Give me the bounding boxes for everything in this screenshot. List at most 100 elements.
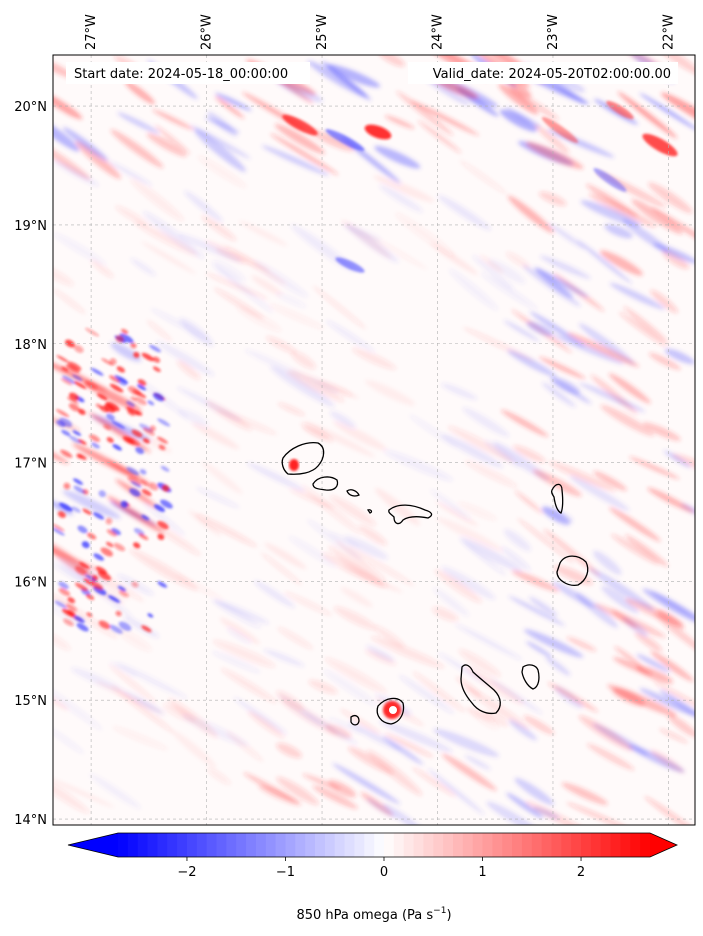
colorbar-segment xyxy=(472,833,484,857)
island-santiago xyxy=(460,664,501,715)
colorbar-segment xyxy=(137,833,149,857)
colorbar-segment xyxy=(216,833,227,857)
colorbar-segment xyxy=(275,833,287,857)
colorbar-segment xyxy=(600,833,612,857)
valid-date-label: Valid_date: 2024-05-20T02:00:00.00 xyxy=(433,67,671,82)
longitude-tick-labels: 27°W 26°W 25°W 24°W 23°W 22°W xyxy=(84,14,676,50)
colorbar-segment xyxy=(334,833,346,857)
island-maio xyxy=(521,664,540,690)
latitude-tick-label: 16°N xyxy=(14,575,47,590)
colorbar-segment xyxy=(157,833,168,857)
colorbar-segment xyxy=(521,833,533,857)
colorbar-tick-label: −1 xyxy=(276,865,295,880)
latitude-tick-label: 17°N xyxy=(14,457,47,472)
latitude-tick-label: 20°N xyxy=(14,100,47,115)
longitude-tick-label: 24°W xyxy=(431,14,446,50)
colorbar xyxy=(67,832,678,858)
colorbar-segment xyxy=(315,833,326,857)
colorbar-tick-label: −2 xyxy=(177,865,196,880)
colorbar-segment xyxy=(118,833,129,857)
colorbar-label: 850 hPa omega (Pa s−1) xyxy=(296,906,451,923)
colorbar-segment xyxy=(147,833,159,857)
island-brava xyxy=(350,714,360,726)
island-sao-nicolau xyxy=(388,504,433,525)
colorbar-segment xyxy=(630,833,641,857)
latitude-tick-label: 18°N xyxy=(14,338,47,353)
island-fogo xyxy=(376,697,405,725)
colorbar-segment xyxy=(492,833,503,857)
colorbar-segment xyxy=(620,833,631,857)
omega-field xyxy=(53,55,695,825)
colorbar-segment xyxy=(640,833,651,857)
island-sao-vicente xyxy=(312,476,339,491)
colorbar-segment xyxy=(236,833,247,857)
colorbar-segment xyxy=(551,833,562,857)
colorbar-min-extend xyxy=(68,833,118,857)
fogo-summit-shading xyxy=(289,459,401,719)
colorbar-segment xyxy=(581,833,592,857)
colorbar-segment xyxy=(167,833,178,857)
colorbar-segment xyxy=(610,833,622,857)
map-gridlines xyxy=(53,55,695,825)
colorbar-segment xyxy=(295,833,306,857)
colorbar-segment xyxy=(226,833,237,857)
colorbar-segment xyxy=(374,833,385,857)
colorbar-segment xyxy=(255,833,267,857)
colorbar-segment xyxy=(512,833,523,857)
island-santo-antao xyxy=(281,442,325,475)
colorbar-segment xyxy=(541,833,553,857)
colorbar-segment xyxy=(285,833,296,857)
colorbar-tick-label: 0 xyxy=(380,865,388,880)
latitude-tick-labels: 20°N 19°N 18°N 17°N 16°N 15°N 14°N xyxy=(14,100,47,828)
colorbar-segment xyxy=(246,833,257,857)
colorbar-segment xyxy=(482,833,493,857)
colorbar-segment xyxy=(590,833,602,857)
colorbar-segment xyxy=(462,833,474,857)
latitude-tick-label: 15°N xyxy=(14,694,47,709)
longitude-tick-label: 26°W xyxy=(200,14,215,50)
map-frame xyxy=(52,54,696,826)
colorbar-segment xyxy=(344,833,356,857)
colorbar-tick-label: 1 xyxy=(478,865,486,880)
colorbar-tick-label: 2 xyxy=(577,865,585,880)
valid-date-box xyxy=(408,62,678,84)
colorbar-segment xyxy=(452,833,464,857)
colorbar-max-extend xyxy=(650,833,677,857)
colorbar-segment xyxy=(433,833,444,857)
colorbar-segment xyxy=(423,833,434,857)
colorbar-segment xyxy=(305,833,316,857)
colorbar-segment xyxy=(206,833,218,857)
colorbar-segment xyxy=(177,833,188,857)
colorbar-segment xyxy=(324,833,336,857)
colorbar-ticks: −2 −1 0 1 2 xyxy=(177,857,585,880)
colorbar-segment xyxy=(393,833,405,857)
longitude-tick-label: 25°W xyxy=(315,14,330,50)
longitude-tick-label: 22°W xyxy=(661,14,676,50)
colorbar-segment xyxy=(354,833,365,857)
colorbar-segment xyxy=(571,833,582,857)
colorbar-segment xyxy=(196,833,208,857)
colorbar-outline xyxy=(67,832,678,858)
colorbar-segment xyxy=(561,833,572,857)
island-sal xyxy=(550,483,564,514)
longitude-tick-label: 27°W xyxy=(84,14,99,50)
longitude-tick-label: 23°W xyxy=(546,14,561,50)
colorbar-segment xyxy=(502,833,513,857)
start-date-box xyxy=(66,62,310,84)
start-date-label: Start date: 2024-05-18_00:00:00 xyxy=(74,67,288,82)
colorbar-segment xyxy=(443,833,454,857)
latitude-tick-label: 19°N xyxy=(14,219,47,234)
colorbar-segment xyxy=(364,833,375,857)
colorbar-segment xyxy=(127,833,139,857)
island-boa-vista xyxy=(556,555,589,586)
colorbar-segment xyxy=(531,833,543,857)
coastlines xyxy=(281,442,589,726)
colorbar-segment xyxy=(265,833,277,857)
colorbar-segment xyxy=(403,833,415,857)
colorbar-segment xyxy=(413,833,425,857)
latitude-tick-label: 14°N xyxy=(14,813,47,828)
island-santa-luzia xyxy=(346,489,360,497)
colorbar-segment xyxy=(186,833,198,857)
island-raso xyxy=(366,509,373,514)
